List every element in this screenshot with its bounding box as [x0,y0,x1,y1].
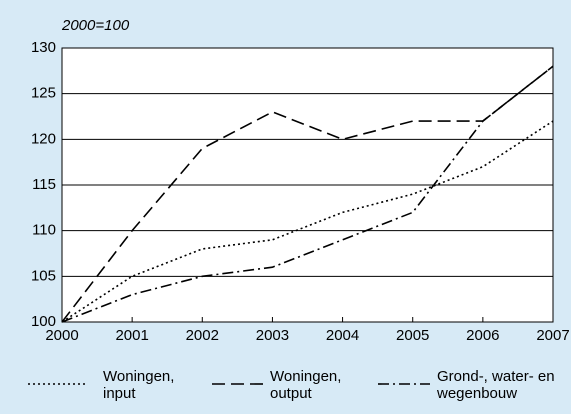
legend-label: Woningen, output [270,368,342,402]
legend-label: Woningen, input [103,368,175,402]
x-tick-label: 2001 [115,327,148,344]
chart-subtitle: 2000=100 [61,17,130,34]
x-tick-label: 2005 [396,327,429,344]
x-tick-label: 2003 [256,327,289,344]
legend-label: Grond-, water- en wegenbouw [437,368,555,402]
y-tick-label: 100 [31,313,56,330]
x-tick-label: 2004 [326,327,359,344]
x-tick-label: 2002 [186,327,219,344]
series-line [61,65,554,323]
y-tick-label: 130 [31,39,56,56]
y-tick-label: 110 [32,222,56,239]
x-tick-label: 2006 [466,327,499,344]
y-tick-label: 105 [31,267,56,284]
y-tick-label: 125 [31,85,56,102]
y-tick-label: 120 [31,130,56,147]
x-tick-label: 2000 [45,327,78,344]
series-line [61,120,554,323]
y-tick-label: 115 [32,176,56,193]
plot-frame [61,47,554,323]
series-line [61,65,554,323]
x-tick-label: 2007 [536,327,569,344]
